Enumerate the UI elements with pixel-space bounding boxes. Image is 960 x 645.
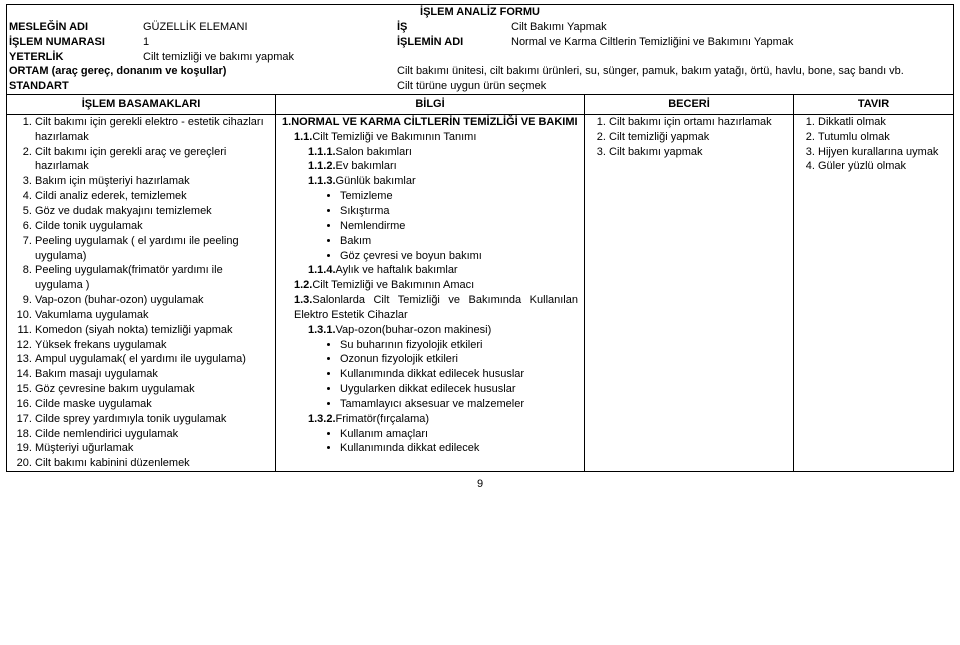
step-item: Peeling uygulamak(frimatör yardımı ile u… <box>35 263 269 293</box>
bilgi-bullet: Ozonun fizyolojik etkileri <box>340 352 578 367</box>
beceri-item: Cilt bakımı yapmak <box>609 145 787 160</box>
step-item: Cilde maske uygulamak <box>35 397 269 412</box>
bilgi-1-1-4: Aylık ve haftalık bakımlar <box>336 264 458 276</box>
step-item: Ampul uygulamak( el yardımı ile uygulama… <box>35 352 269 367</box>
label-is: İŞ <box>395 20 509 35</box>
value-ortam: Cilt bakımı ünitesi, cilt bakımı ürünler… <box>395 64 954 79</box>
tavir-item: Hijyen kurallarına uymak <box>818 145 947 160</box>
bilgi-bullet: Kullanımında dikkat edilecek <box>340 441 578 456</box>
cell-tavir: Dikkatli olmak Tutumlu olmak Hijyen kura… <box>794 114 954 471</box>
col-tavir: TAVIR <box>794 95 954 115</box>
bilgi-bullet: Kullanım amaçları <box>340 427 578 442</box>
step-item: Göz çevresine bakım uygulamak <box>35 382 269 397</box>
cell-steps: Cilt bakımı için gerekli elektro - estet… <box>7 114 276 471</box>
step-item: Cilt bakımı kabinini düzenlemek <box>35 456 269 471</box>
step-item: Cilde sprey yardımıyla tonik uygulamak <box>35 412 269 427</box>
step-item: Vap-ozon (buhar-ozon) uygulamak <box>35 293 269 308</box>
value-meslek: GÜZELLİK ELEMANI <box>141 20 395 35</box>
cell-beceri: Cilt bakımı için ortamı hazırlamak Cilt … <box>585 114 794 471</box>
bilgi-bullet: Nemlendirme <box>340 219 578 234</box>
bilgi-1-3-1: Vap-ozon(buhar-ozon makinesi) <box>336 324 492 336</box>
bilgi-bullet: Su buharının fizyolojik etkileri <box>340 338 578 353</box>
value-islemadi: Normal ve Karma Ciltlerin Temizliğini ve… <box>509 35 954 50</box>
bilgi-1-3-2: Frimatör(fırçalama) <box>336 413 430 425</box>
step-item: Cilt bakımı için gerekli elektro - estet… <box>35 115 269 145</box>
page-number: 9 <box>6 478 954 490</box>
tavir-item: Tutumlu olmak <box>818 130 947 145</box>
step-item: Komedon (siyah nokta) temizliği yapmak <box>35 323 269 338</box>
step-item: Bakım için müşteriyi hazırlamak <box>35 174 269 189</box>
form-title: İŞLEM ANALİZ FORMU <box>7 5 954 20</box>
col-bilgi: BİLGİ <box>276 95 585 115</box>
value-standart: Cilt türüne uygun ürün seçmek <box>395 79 954 94</box>
form-header: İŞLEM ANALİZ FORMU MESLEĞİN ADI GÜZELLİK… <box>6 4 954 94</box>
bilgi-1-3: Salonlarda Cilt Temizliği ve Bakımında K… <box>294 294 578 321</box>
bilgi-h1: NORMAL VE KARMA CİLTLERİN TEMİZLİĞİ VE B… <box>291 116 577 128</box>
analysis-table: İŞLEM BASAMAKLARI BİLGİ BECERİ TAVIR Cil… <box>6 94 954 472</box>
col-basamak: İŞLEM BASAMAKLARI <box>7 95 276 115</box>
bilgi-bullet: Göz çevresi ve boyun bakımı <box>340 249 578 264</box>
bilgi-bullet: Bakım <box>340 234 578 249</box>
value-islemno: 1 <box>141 35 395 50</box>
bilgi-bullet: Tamamlayıcı aksesuar ve malzemeler <box>340 397 578 412</box>
bilgi-bullet: Kullanımında dikkat edilecek hususlar <box>340 367 578 382</box>
step-item: Cilde tonik uygulamak <box>35 219 269 234</box>
beceri-item: Cilt bakımı için ortamı hazırlamak <box>609 115 787 130</box>
label-ortam: ORTAM (araç gereç, donanım ve koşullar) <box>7 64 396 79</box>
step-item: Bakım masajı uygulamak <box>35 367 269 382</box>
steps-list: Cilt bakımı için gerekli elektro - estet… <box>13 115 269 471</box>
step-item: Cilde nemlendirici uygulamak <box>35 427 269 442</box>
step-item: Vakumlama uygulamak <box>35 308 269 323</box>
beceri-item: Cilt temizliği yapmak <box>609 130 787 145</box>
col-beceri: BECERİ <box>585 95 794 115</box>
bilgi-bullet: Uygularken dikkat edilecek hususlar <box>340 382 578 397</box>
bilgi-bullet: Sıkıştırma <box>340 204 578 219</box>
label-islemadi: İŞLEMİN ADI <box>395 35 509 50</box>
tavir-item: Güler yüzlü olmak <box>818 159 947 174</box>
tavir-item: Dikkatli olmak <box>818 115 947 130</box>
step-item: Cildi analiz ederek, temizlemek <box>35 189 269 204</box>
bilgi-1-1-2: Ev bakımları <box>336 160 397 172</box>
label-meslek: MESLEĞİN ADI <box>7 20 142 35</box>
step-item: Peeling uygulamak ( el yardımı ile peeli… <box>35 234 269 264</box>
label-yeterlik: YETERLİK <box>7 50 142 65</box>
label-islemno: İŞLEM NUMARASI <box>7 35 142 50</box>
bilgi-1-1-1: Salon bakımları <box>336 146 412 158</box>
value-yeterlik: Cilt temizliği ve bakımı yapmak <box>141 50 954 65</box>
step-item: Yüksek frekans uygulamak <box>35 338 269 353</box>
step-item: Göz ve dudak makyajını temizlemek <box>35 204 269 219</box>
bilgi-1-1: Cilt Temizliği ve Bakımının Tanımı <box>312 131 476 143</box>
step-item: Cilt bakımı için gerekli araç ve gereçle… <box>35 145 269 175</box>
bilgi-1-2: Cilt Temizliği ve Bakımının Amacı <box>312 279 474 291</box>
cell-bilgi: 1.NORMAL VE KARMA CİLTLERİN TEMİZLİĞİ VE… <box>276 114 585 471</box>
label-standart: STANDART <box>7 79 142 94</box>
value-is: Cilt Bakımı Yapmak <box>509 20 954 35</box>
step-item: Müşteriyi uğurlamak <box>35 441 269 456</box>
bilgi-1-1-3: Günlük bakımlar <box>336 175 416 187</box>
bilgi-bullet: Temizleme <box>340 189 578 204</box>
